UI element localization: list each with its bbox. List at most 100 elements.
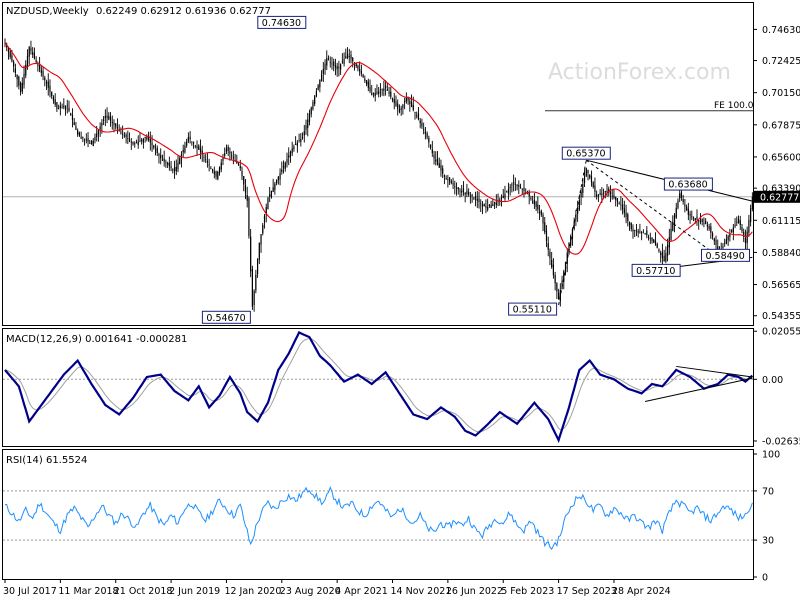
price-candle-body [601,193,603,195]
price-candle-body [647,236,650,238]
price-candle-body [660,253,662,255]
price-candle-body [346,53,349,59]
price-candle-body [189,136,191,140]
price-candle-body [459,190,461,192]
price-candle-body [497,201,499,203]
price-candle-body [59,105,61,108]
price-candle-body [168,162,170,167]
price-candle-body [111,121,113,124]
price-candle-body [253,290,255,305]
price-candle-body [272,187,274,192]
price-candle-body [447,179,449,181]
price-candle-body [7,47,10,53]
price-candle-body [340,64,342,70]
price-candle-body [462,188,465,193]
price-candle-body [549,251,551,259]
price-candle-body [686,206,688,211]
fe-level-label: FE 100.0 [714,101,754,111]
price-candle-body [521,188,523,190]
price-candle-body [13,61,15,67]
price-candle-body [360,71,362,74]
price-candle-body [173,167,176,172]
price-candle-body [622,204,624,209]
price-candle-body [248,198,250,237]
price-candle-body [654,240,657,245]
price-candle-body [218,167,221,173]
macd-trendline [676,365,753,378]
price-candle-body [452,183,454,185]
y-tick-label: 0 [762,573,768,584]
price-candle-body [246,194,248,201]
y-tick-label: 0.70150 [762,88,800,99]
price-candle-body [431,149,433,154]
price-candle-body [469,195,471,197]
price-candle-body [298,140,300,141]
price-candle-body [551,259,553,268]
moving-average-line [4,42,753,255]
price-candle-body [649,238,651,239]
price-candle-body [692,217,695,219]
price-candle-body [487,206,489,210]
price-candle-body [670,228,672,240]
price-candle-body [474,195,477,200]
price-candle-body [552,264,555,276]
price-candle-body [449,177,451,182]
price-candle-body [170,166,172,168]
price-candle-body [493,202,496,204]
price-candle-body [270,190,273,198]
price-candle-body [326,58,328,66]
price-annotation-box [561,146,611,160]
price-candle-body [6,44,8,48]
price-candle-body [528,191,530,197]
price-candle-body [71,115,74,121]
price-candle-body [134,143,136,145]
price-candle-body [634,229,636,231]
price-candle-body [167,162,169,165]
price-annotation-box [257,15,307,29]
price-candle-body [538,212,541,213]
y-tick-label: 0.67875 [762,120,800,131]
price-candle-body [402,104,404,109]
price-candle-body [741,227,743,232]
price-candle-body [746,231,748,244]
price-candle-body [334,65,337,68]
price-candle-body [687,208,689,215]
price-candle-body [461,191,463,193]
macd-header: MACD(12,26,9) 0.001641 -0.000281 [6,334,187,345]
y-tick-label: 0.74630 [762,25,800,36]
price-candle-body [736,221,738,223]
price-candle-body [106,115,108,118]
price-candle-body [25,64,27,76]
x-tick-label: 12 Jan 2020 [224,586,281,597]
price-candle-body [39,65,41,70]
price-candle-body [416,115,418,117]
price-candle-body [653,239,655,243]
price-candle-body [532,201,534,203]
price-candle-body [258,243,260,260]
price-header-symbol: NZDUSD,Weekly [6,6,89,17]
price-candle-body [450,181,452,184]
price-candle-body [250,236,252,272]
y-tick-label: 30 [762,536,774,547]
price-candle-body [198,145,200,150]
rsi-panel-frame [2,449,754,580]
price-candle-body [78,132,80,136]
price-candle-body [424,131,426,134]
price-candle-body [390,91,392,97]
price-candle-body [184,145,186,153]
price-candle-body [45,82,48,84]
price-candle-body [632,229,634,232]
price-candle-body [217,172,219,180]
price-candle-body [89,142,91,144]
price-candle-body [727,236,729,241]
price-candle-body [385,85,387,88]
price-candle-body [750,208,752,223]
price-candle-body [21,82,23,92]
price-candle-body [606,190,608,193]
price-candle-body [113,123,115,125]
macd-trendline [644,377,753,403]
price-candle-body [338,66,340,69]
price-candle-body [120,131,122,133]
price-candle-body [80,136,82,139]
price-candle-body [322,69,324,74]
